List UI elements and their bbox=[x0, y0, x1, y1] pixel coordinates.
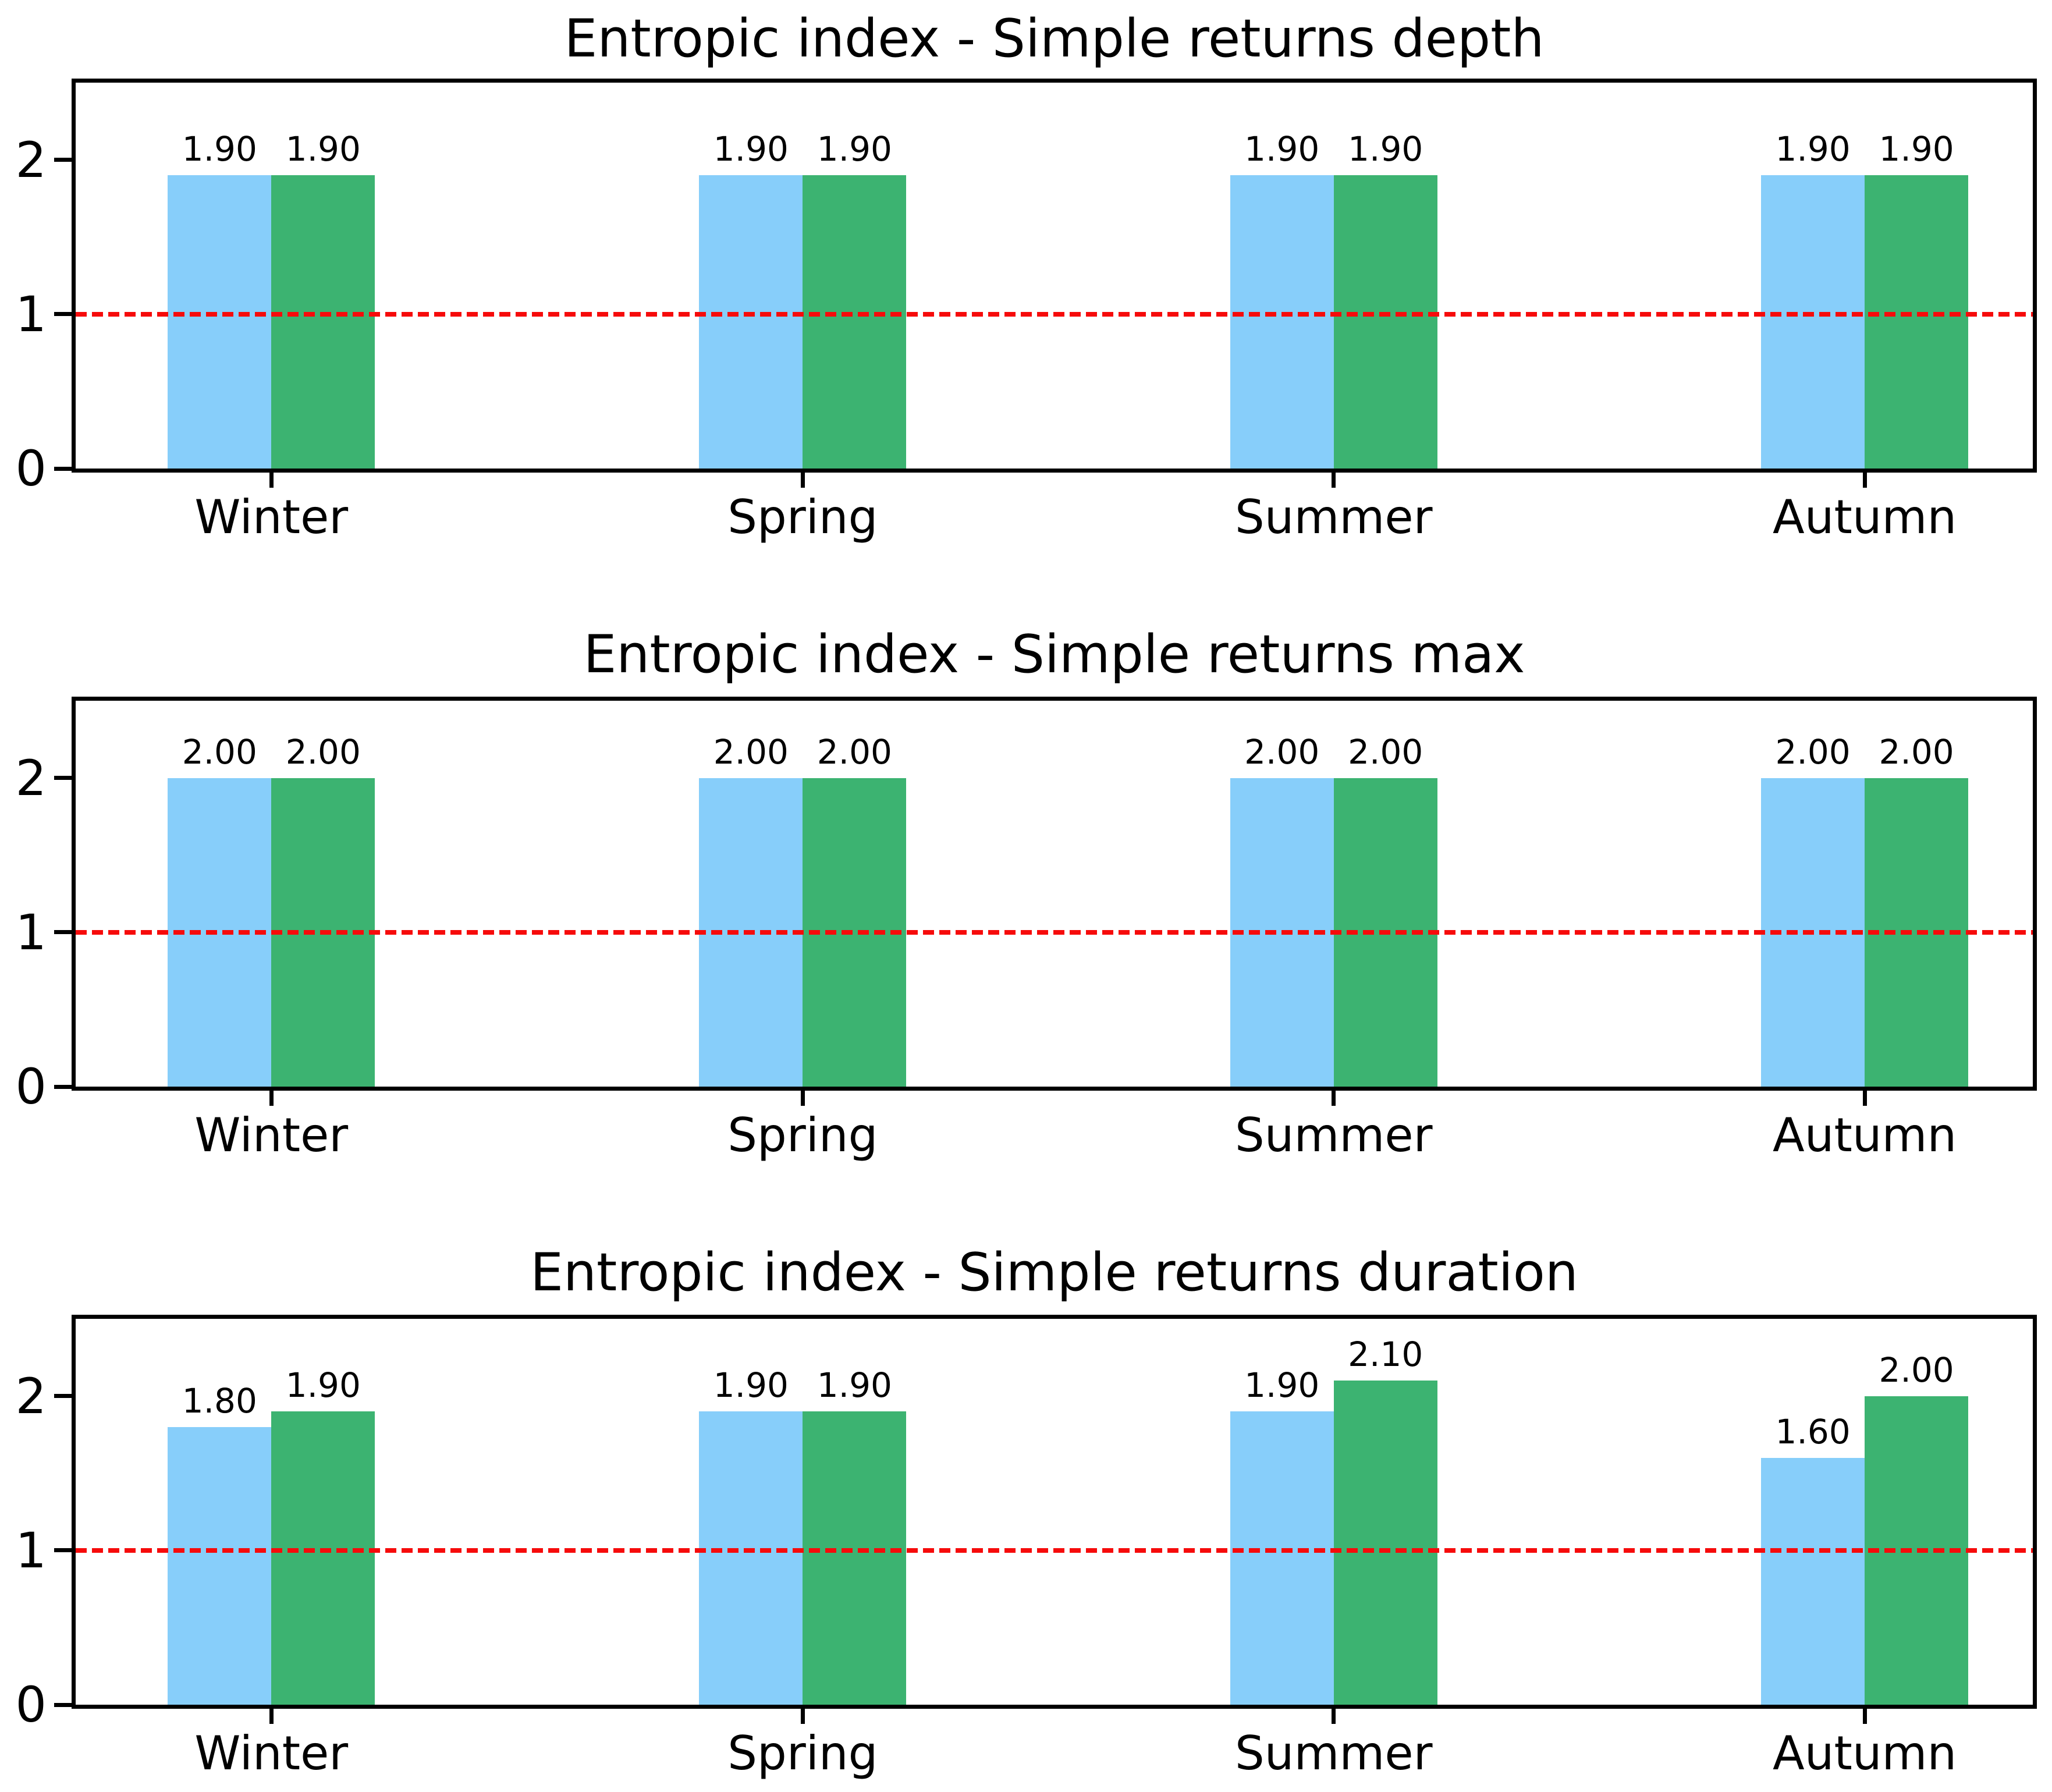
y-tick-label: 0 bbox=[15, 440, 47, 497]
bar-value-label-autumn-blue: 1.60 bbox=[1775, 1411, 1851, 1452]
bar-value-label-winter-blue: 2.00 bbox=[182, 732, 257, 772]
x-tick-mark-spring bbox=[800, 1091, 805, 1106]
y-tick-label: 0 bbox=[15, 1058, 47, 1115]
bar-summer-green bbox=[1333, 1381, 1437, 1705]
bar-value-label-summer-green: 1.90 bbox=[1348, 129, 1423, 169]
bar-winter-green bbox=[271, 175, 375, 469]
bar-value-label-autumn-green: 2.00 bbox=[1879, 1350, 1954, 1390]
y-tick-mark bbox=[54, 312, 72, 317]
y-tick-label: 1 bbox=[15, 903, 47, 961]
y-tick-mark bbox=[54, 1702, 72, 1707]
y-tick-label: 2 bbox=[15, 1367, 47, 1425]
chart-title-max: Entropic index - Simple returns max bbox=[583, 624, 1525, 685]
bar-summer-blue bbox=[1230, 175, 1334, 469]
bar-value-label-winter-blue: 1.90 bbox=[182, 129, 257, 169]
x-category-label-spring: Spring bbox=[727, 490, 878, 544]
x-tick-mark-autumn bbox=[1862, 1709, 1867, 1724]
plot-area-duration: 0 1 2 Winter 1.80 1.90 Spring 1.90 1.90 Summer 1.9… bbox=[16, 1315, 2037, 1780]
x-category-label-summer: Summer bbox=[1235, 490, 1433, 544]
bar-spring-blue bbox=[699, 175, 803, 469]
reference-line bbox=[76, 311, 2033, 317]
y-tick-mark bbox=[54, 1394, 72, 1399]
chart-title-depth: Entropic index - Simple returns depth bbox=[564, 8, 1545, 69]
bar-value-label-winter-blue: 1.80 bbox=[182, 1381, 257, 1421]
x-category-label-autumn: Autumn bbox=[1773, 1726, 1957, 1780]
x-category-label-autumn: Autumn bbox=[1773, 490, 1957, 544]
x-tick-mark-spring bbox=[800, 1709, 805, 1724]
bar-value-label-winter-green: 1.90 bbox=[285, 1365, 361, 1406]
x-tick-mark-winter bbox=[269, 1709, 274, 1724]
bar-value-label-summer-blue: 1.90 bbox=[1244, 1365, 1320, 1406]
bar-value-label-spring-green: 2.00 bbox=[816, 732, 892, 772]
bar-autumn-blue bbox=[1761, 175, 1865, 469]
y-tick-label: 0 bbox=[15, 1676, 47, 1733]
bar-value-label-autumn-green: 2.00 bbox=[1879, 732, 1954, 772]
bar-value-label-winter-green: 2.00 bbox=[285, 732, 361, 772]
x-category-label-winter: Winter bbox=[194, 1726, 349, 1780]
x-tick-mark-summer bbox=[1332, 1709, 1336, 1724]
bar-winter-blue bbox=[168, 1426, 272, 1705]
bar-value-label-spring-blue: 1.90 bbox=[713, 129, 789, 169]
y-tick-label: 1 bbox=[15, 285, 47, 343]
x-tick-mark-winter bbox=[269, 473, 274, 488]
plot-area-max: 0 1 2 Winter 2.00 2.00 Spring 2.00 2.00 Summer 2.0… bbox=[16, 697, 2037, 1162]
bar-spring-green bbox=[803, 175, 907, 469]
y-tick-mark bbox=[54, 158, 72, 162]
x-tick-mark-spring bbox=[800, 473, 805, 488]
x-category-label-winter: Winter bbox=[194, 490, 349, 544]
y-tick-mark bbox=[54, 1084, 72, 1089]
bar-summer-green bbox=[1333, 175, 1437, 469]
bar-value-label-winter-green: 1.90 bbox=[285, 129, 361, 169]
bar-autumn-green bbox=[1865, 175, 1969, 469]
bar-value-label-summer-green: 2.10 bbox=[1348, 1335, 1423, 1375]
y-tick-label: 2 bbox=[15, 131, 47, 189]
x-tick-mark-winter bbox=[269, 1091, 274, 1106]
x-category-label-spring: Spring bbox=[727, 1726, 878, 1780]
reference-line bbox=[76, 929, 2033, 935]
x-tick-mark-autumn bbox=[1862, 1091, 1867, 1106]
x-category-label-autumn: Autumn bbox=[1773, 1108, 1957, 1162]
bar-autumn-blue bbox=[1761, 1457, 1865, 1705]
bar-value-label-autumn-blue: 2.00 bbox=[1775, 732, 1851, 772]
y-tick-mark bbox=[54, 466, 72, 471]
bar-winter-blue bbox=[168, 175, 272, 469]
x-category-label-summer: Summer bbox=[1235, 1108, 1433, 1162]
reference-line bbox=[76, 1548, 2033, 1553]
bar-value-label-summer-green: 2.00 bbox=[1348, 732, 1423, 772]
bar-spring-green bbox=[803, 1411, 907, 1705]
bar-value-label-autumn-blue: 1.90 bbox=[1775, 129, 1851, 169]
y-tick-label: 2 bbox=[15, 749, 47, 807]
plot-area-depth: 0 1 2 Winter 1.90 1.90 Spring 1.90 1.90 Summer 1.9… bbox=[16, 79, 2037, 544]
x-category-label-summer: Summer bbox=[1235, 1726, 1433, 1780]
bar-value-label-summer-blue: 2.00 bbox=[1244, 732, 1320, 772]
x-tick-mark-autumn bbox=[1862, 473, 1867, 488]
bar-summer-blue bbox=[1230, 1411, 1334, 1705]
x-tick-mark-summer bbox=[1332, 1091, 1336, 1106]
y-tick-label: 1 bbox=[15, 1521, 47, 1579]
chart-title-duration: Entropic index - Simple returns duration bbox=[530, 1242, 1578, 1303]
bar-spring-blue bbox=[699, 1411, 803, 1705]
bar-value-label-spring-green: 1.90 bbox=[816, 1365, 892, 1406]
x-tick-mark-summer bbox=[1332, 473, 1336, 488]
y-tick-mark bbox=[54, 1548, 72, 1553]
y-tick-mark bbox=[54, 776, 72, 780]
y-tick-mark bbox=[54, 930, 72, 935]
bar-value-label-spring-blue: 1.90 bbox=[713, 1365, 789, 1406]
bar-value-label-autumn-green: 1.90 bbox=[1879, 129, 1954, 169]
bar-value-label-spring-green: 1.90 bbox=[816, 129, 892, 169]
x-category-label-winter: Winter bbox=[194, 1108, 349, 1162]
bar-value-label-summer-blue: 1.90 bbox=[1244, 129, 1320, 169]
bar-value-label-spring-blue: 2.00 bbox=[713, 732, 789, 772]
x-category-label-spring: Spring bbox=[727, 1108, 878, 1162]
bar-winter-green bbox=[271, 1411, 375, 1705]
